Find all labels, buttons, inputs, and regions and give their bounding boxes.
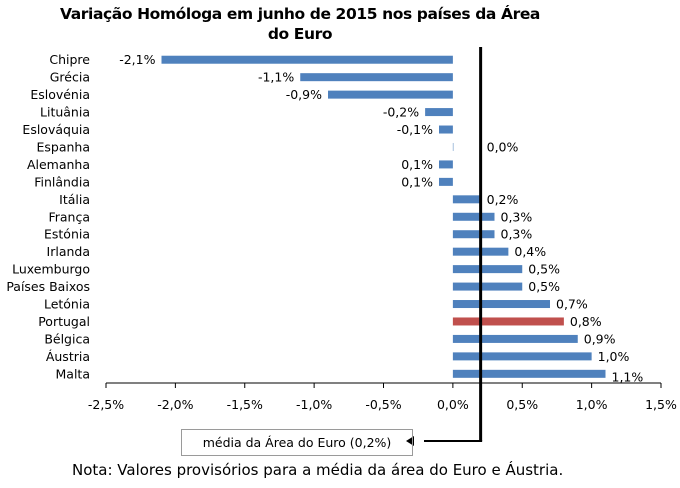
data-label-paises-baixos: 0,5% bbox=[528, 279, 560, 294]
category-label-franca: França bbox=[48, 209, 90, 224]
bar-chipre bbox=[161, 55, 453, 64]
category-label-irlanda: Irlanda bbox=[47, 244, 90, 259]
x-tick-label-8: 1,5% bbox=[645, 397, 677, 412]
data-label-eslovenia: -0,9% bbox=[286, 87, 322, 102]
data-label-belgica: 0,9% bbox=[584, 331, 616, 346]
category-label-estonia: Estónia bbox=[44, 227, 90, 242]
x-tick-label-0: -2,5% bbox=[88, 397, 124, 412]
bar-belgica bbox=[452, 334, 578, 343]
bar-austria bbox=[452, 352, 592, 361]
bar-eslovenia bbox=[328, 90, 453, 99]
data-label-austria: 1,0% bbox=[598, 349, 630, 364]
data-label-letonia: 0,7% bbox=[556, 297, 588, 312]
data-label-estonia: 0,3% bbox=[501, 227, 533, 242]
x-tick-label-5: 0,0% bbox=[437, 397, 469, 412]
category-label-paises-baixos: Países Baixos bbox=[6, 279, 90, 294]
data-label-grecia: -1,1% bbox=[258, 70, 294, 85]
chart-title-line-1: Variação Homóloga em junho de 2015 nos p… bbox=[59, 5, 540, 23]
x-tick-label-4: -0,5% bbox=[365, 397, 401, 412]
bar-lituania bbox=[425, 108, 453, 117]
data-label-italia: 0,2% bbox=[487, 192, 519, 207]
category-label-belgica: Bélgica bbox=[44, 331, 90, 346]
category-label-eslovaquia: Eslováquia bbox=[22, 122, 90, 137]
bar-malta bbox=[452, 369, 606, 378]
category-label-finlandia: Finlândia bbox=[34, 174, 90, 189]
category-label-italia: Itália bbox=[59, 192, 90, 207]
reference-line-legend: média da Área do Euro (0,2%) bbox=[181, 429, 413, 456]
labels-layer: Chipre -2,1% Grécia -1,1% Eslovénia -0,9% Litu… bbox=[6, 52, 643, 384]
data-label-franca: 0,3% bbox=[501, 209, 533, 224]
x-tick-label-3: -1,0% bbox=[296, 397, 332, 412]
data-label-portugal: 0,8% bbox=[570, 314, 602, 329]
bar-luxemburgo bbox=[452, 265, 523, 274]
bar-letonia bbox=[452, 300, 550, 309]
x-tick-label-7: 1,0% bbox=[576, 397, 608, 412]
chart-title-line-2: do Euro bbox=[267, 25, 333, 43]
x-tick-label-1: -2,0% bbox=[157, 397, 193, 412]
category-label-letonia: Letónia bbox=[44, 297, 90, 312]
bar-paises-baixos bbox=[452, 282, 523, 291]
bar-portugal bbox=[452, 317, 564, 326]
footnote: Nota: Valores provisórios para a média d… bbox=[72, 461, 564, 479]
bar-espanha bbox=[452, 142, 454, 151]
bar-franca bbox=[452, 212, 495, 221]
x-tick-label-6: 0,5% bbox=[506, 397, 538, 412]
bar-eslovaquia bbox=[439, 125, 453, 134]
data-label-malta: 1,1% bbox=[612, 369, 644, 384]
bars-layer bbox=[161, 55, 606, 378]
category-label-luxemburgo: Luxemburgo bbox=[12, 262, 90, 277]
category-label-eslovenia: Eslovénia bbox=[30, 87, 90, 102]
bar-italia bbox=[452, 195, 481, 204]
x-tick-label-2: -1,5% bbox=[227, 397, 263, 412]
data-label-luxemburgo: 0,5% bbox=[528, 262, 560, 277]
data-label-finlandia: 0,1% bbox=[401, 174, 433, 189]
bar-finlandia bbox=[439, 177, 453, 186]
axis-layer: -2,5% -2,0% -1,5% -1,0% -0,5% 0,0% 0,5% 1,0% 1,5… bbox=[88, 47, 677, 446]
data-label-lituania: -0,2% bbox=[383, 105, 419, 120]
data-label-irlanda: 0,4% bbox=[514, 244, 546, 259]
chart-title: Variação Homóloga em junho de 2015 nos p… bbox=[0, 4, 600, 44]
bar-grecia bbox=[300, 73, 453, 82]
bar-alemanha bbox=[439, 160, 453, 169]
category-label-espanha: Espanha bbox=[36, 139, 90, 154]
category-label-austria: Áustria bbox=[46, 349, 90, 364]
data-label-espanha: 0,0% bbox=[487, 139, 519, 154]
data-label-chipre: -2,1% bbox=[119, 52, 155, 67]
category-label-malta: Malta bbox=[56, 366, 90, 381]
category-label-alemanha: Alemanha bbox=[27, 157, 90, 172]
category-label-chipre: Chipre bbox=[49, 52, 90, 67]
data-label-alemanha: 0,1% bbox=[401, 157, 433, 172]
category-label-lituania: Lituânia bbox=[40, 105, 90, 120]
data-label-eslovaquia: -0,1% bbox=[397, 122, 433, 137]
category-label-grecia: Grécia bbox=[50, 70, 90, 85]
category-label-portugal: Portugal bbox=[38, 314, 90, 329]
bar-estonia bbox=[452, 230, 495, 239]
